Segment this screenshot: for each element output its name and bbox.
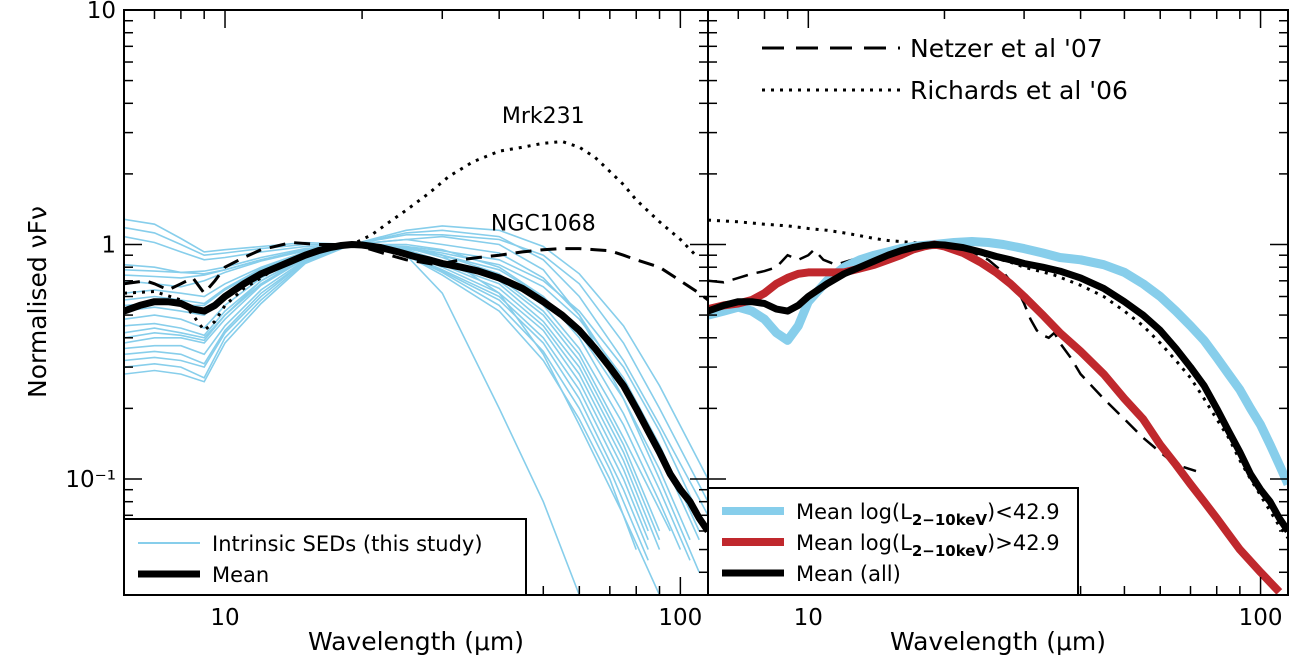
y-tick-label: 1	[101, 232, 116, 258]
richards-line	[708, 218, 1288, 539]
intrinsic-sed-line	[124, 243, 682, 550]
intrinsic-sed-line	[124, 243, 661, 532]
intrinsic-sed-line	[124, 225, 708, 480]
intrinsic-sed-line	[124, 243, 661, 541]
legend-label-netzer: Netzer et al '07	[910, 34, 1103, 63]
x-axis-title-right: Wavelength (μm)	[890, 627, 1106, 656]
left-legend-box	[123, 518, 527, 596]
left-axis-ticks: 10 100 10 1 10⁻¹	[65, 0, 708, 631]
series-line-2	[708, 241, 1288, 533]
right-legend: Mean log(L2−10keV)<42.9 Mean log(L2−10ke…	[707, 487, 1079, 596]
x-axis-title-left: Wavelength (μm)	[308, 627, 524, 656]
left-plot-area	[124, 139, 708, 595]
right-panel: 10 100 Netzer et al '07 Richards et al '0…	[707, 9, 1289, 631]
mean-line	[124, 241, 708, 533]
mrk231-line	[124, 139, 697, 333]
x-tick-label: 10	[210, 605, 239, 631]
right-plot-area	[708, 218, 1288, 595]
intrinsic-sed-line	[124, 234, 708, 503]
legend-label-mean-all: Mean (all)	[796, 562, 901, 586]
legend-label-richards: Richards et al '06	[910, 76, 1128, 105]
series-line-1	[708, 240, 1283, 595]
left-legend: Intrinsic SEDs (this study) Mean	[123, 518, 527, 596]
right-line-legend: Netzer et al '07 Richards et al '06	[762, 34, 1128, 105]
right-axis-ticks: 10 100	[707, 9, 1288, 631]
legend-label-high-lum: Mean log(L2−10keV)>42.9	[796, 531, 1060, 560]
legend-label-mean: Mean	[212, 563, 269, 587]
curve-annotation: NGC1068	[491, 211, 596, 236]
intrinsic-sed-line	[124, 229, 708, 516]
x-tick-label: 100	[1239, 605, 1283, 631]
curve-annotation: Mrk231	[502, 104, 585, 129]
ngc1068-line	[124, 240, 708, 302]
left-annotations: Mrk231 NGC1068	[491, 104, 596, 236]
y-axis-title: Normalised νFν	[23, 206, 52, 398]
series-line-0	[708, 237, 1288, 487]
x-tick-label: 100	[658, 605, 702, 631]
legend-label-intrinsic: Intrinsic SEDs (this study)	[212, 532, 483, 556]
legend-label-low-lum: Mean log(L2−10keV)<42.9	[796, 500, 1060, 529]
y-tick-label: 10⁻¹	[65, 467, 116, 493]
intrinsic-sed-line	[124, 243, 671, 532]
x-tick-label: 10	[794, 605, 823, 631]
left-panel: 10 100 10 1 10⁻¹ Mrk231 NGC1068 Intrinsic SED…	[65, 0, 709, 631]
y-tick-label: 10	[87, 0, 116, 24]
